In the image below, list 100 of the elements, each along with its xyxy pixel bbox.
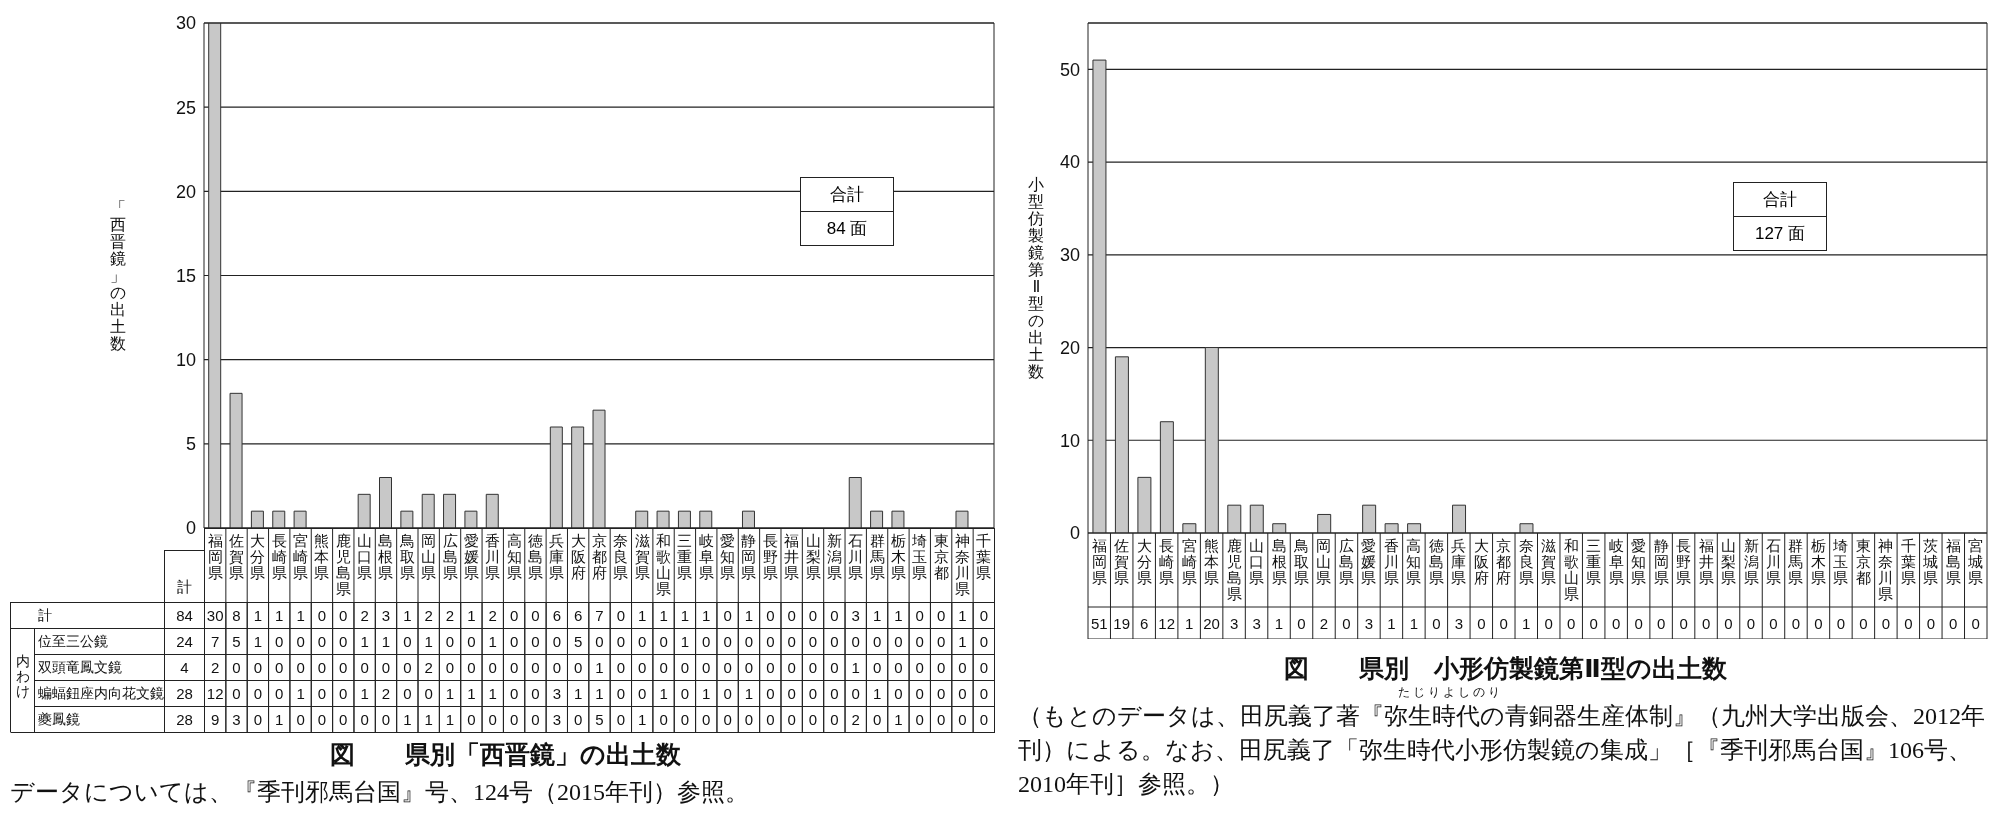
x-tick-label: 徳島県: [1428, 537, 1444, 586]
data-label: 2: [851, 711, 860, 728]
x-tick-label: 山口県: [1249, 537, 1265, 586]
x-tick-label: 熊本県: [1204, 537, 1220, 586]
data-label: 3: [851, 607, 860, 624]
data-label: 0: [915, 685, 924, 702]
data-label: 5: [232, 633, 241, 650]
data-label: 0: [531, 607, 540, 624]
data-label: 0: [253, 711, 263, 728]
data-label: 0: [872, 711, 882, 728]
data-label: 1: [488, 633, 497, 650]
data-label: 0: [702, 659, 711, 676]
data-label: 0: [766, 607, 775, 624]
data-label: 1: [445, 711, 455, 728]
data-label: 0: [467, 711, 476, 728]
data-label: 6: [1140, 615, 1149, 632]
data-label: 1: [680, 633, 690, 650]
text: 位至三公鏡: [38, 633, 108, 649]
data-label: 0: [339, 711, 348, 728]
data-label: 0: [531, 659, 540, 676]
x-tick-label: 石川県: [1765, 537, 1781, 586]
data-label: 1: [595, 659, 604, 676]
data-label: 0: [894, 633, 903, 650]
data-label: 1: [1274, 615, 1284, 632]
y-tick-label: 30: [175, 13, 196, 34]
data-label: 0: [317, 659, 327, 676]
data-label: 0: [723, 685, 732, 702]
data-label: 1: [424, 711, 433, 728]
data-label: 0: [830, 659, 839, 676]
text-box: 合計 127 面: [1733, 182, 1827, 251]
data-label: 0: [616, 659, 626, 676]
data-label: 0: [296, 711, 305, 728]
data-label: 1: [851, 659, 860, 676]
x-tick-label: 埼玉県: [1832, 537, 1849, 586]
data-label: 0: [339, 633, 348, 650]
data-label: 0: [488, 659, 497, 676]
x-tick-label: 茨城県: [1922, 537, 1939, 586]
data-label: 0: [936, 607, 946, 624]
data-label: 0: [1342, 615, 1351, 632]
x-tick-label: 宮城県: [1967, 537, 1984, 586]
data-label: 1: [360, 685, 369, 702]
data-label: 1: [702, 685, 711, 702]
data-label: 1: [488, 685, 497, 702]
data-label: 0: [830, 633, 839, 650]
data-label: 0: [467, 659, 476, 676]
data-label: 0: [488, 711, 497, 728]
y-tick-label: 30: [1059, 245, 1080, 266]
data-label: 0: [339, 659, 348, 676]
text: データについては、『季刊邪馬台国』号、124号（2015年刊）参照。: [10, 778, 750, 807]
data-label: 2: [211, 659, 220, 676]
data-label: 0: [317, 711, 327, 728]
text: たじりよしのり: [1398, 685, 1504, 699]
data-label: 0: [872, 659, 882, 676]
category-label: 計: [177, 578, 192, 595]
data-label: 3: [1252, 615, 1261, 632]
data-label: 0: [1791, 615, 1801, 632]
data-label: 0: [830, 607, 839, 624]
data-label: 0: [787, 633, 796, 650]
text: 「西晋鏡」の出土数: [110, 199, 127, 352]
data-label: 0: [638, 659, 647, 676]
x-tick-label: 鳥取県: [1293, 537, 1310, 586]
data-label: 8: [232, 607, 241, 624]
x-tick-label: 福島県: [1945, 537, 1961, 586]
data-label: 0: [1926, 615, 1935, 632]
data-label: 0: [787, 711, 796, 728]
data-label: 0: [979, 711, 988, 728]
data-label: 0: [723, 659, 732, 676]
data-label: 0: [531, 633, 540, 650]
x-tick-label: 長崎県: [1159, 537, 1175, 586]
data-label: 0: [1611, 615, 1621, 632]
text: 計: [38, 607, 52, 623]
x-tick-label: 兵庫県: [1451, 537, 1467, 586]
data-label: 0: [1769, 615, 1778, 632]
data-label: 4: [180, 659, 189, 676]
x-tick-label: 長野県: [1676, 537, 1692, 586]
data-label: 12: [206, 685, 224, 702]
data-label: 0: [659, 659, 668, 676]
annotation: 合計: [1734, 183, 1826, 217]
data-label: 51: [1090, 615, 1108, 632]
data-label: 0: [1477, 615, 1486, 632]
data-label: 0: [979, 607, 988, 624]
x-tick-label: 宮崎県: [1181, 537, 1197, 586]
y-tick-label: 0: [1069, 523, 1080, 544]
x-tick-label: 三重県: [1586, 537, 1602, 586]
x-tick-label: 佐賀県: [1114, 537, 1130, 586]
data-label: 0: [595, 633, 604, 650]
y-tick-label: 10: [175, 350, 196, 371]
data-label: 0: [1701, 615, 1711, 632]
data-label: 6: [573, 607, 583, 624]
data-label: 0: [830, 685, 839, 702]
data-label: 0: [509, 659, 519, 676]
data-label: 0: [317, 685, 327, 702]
data-label: 0: [808, 711, 818, 728]
data-label: 1: [1184, 615, 1194, 632]
data-label: 3: [1454, 615, 1464, 632]
data-label: 0: [1746, 615, 1756, 632]
data-label: 0: [253, 685, 263, 702]
data-label: 0: [1949, 615, 1958, 632]
data-label: 1: [702, 607, 711, 624]
x-tick-label: 和歌山県: [1563, 537, 1579, 602]
